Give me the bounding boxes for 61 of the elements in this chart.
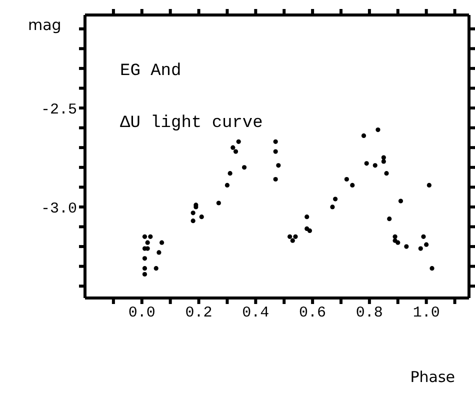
- point: [364, 161, 369, 166]
- point: [330, 204, 335, 210]
- point: [148, 234, 153, 239]
- point: [154, 266, 158, 271]
- point: [350, 182, 355, 188]
- point: [160, 240, 164, 245]
- point: [344, 176, 349, 182]
- point: [230, 145, 236, 150]
- point: [384, 171, 389, 176]
- y-tick-label: -2.5: [40, 101, 77, 118]
- point: [216, 200, 221, 206]
- point: [333, 196, 338, 202]
- point: [142, 234, 148, 239]
- x-tick-label: 0.6: [299, 304, 326, 322]
- point: [430, 266, 434, 271]
- y-tick-label: -3.0: [40, 200, 77, 218]
- point: [236, 139, 241, 144]
- point: [424, 242, 429, 247]
- point: [190, 218, 196, 224]
- point: [290, 238, 295, 243]
- point: [307, 228, 312, 234]
- point: [190, 210, 196, 216]
- point: [199, 214, 204, 220]
- point: [398, 198, 404, 204]
- x-tick-label: 0.8: [356, 304, 383, 322]
- annotation: EG And: [120, 62, 182, 81]
- x-tick-label: 1.0: [412, 304, 440, 322]
- point: [156, 250, 162, 255]
- point: [145, 240, 150, 245]
- point: [304, 214, 310, 220]
- point: [142, 266, 148, 271]
- annotation: ΔU light curve: [120, 114, 263, 133]
- x-tick-label: 0.2: [185, 304, 212, 322]
- point: [276, 163, 281, 168]
- point: [228, 171, 232, 176]
- point: [233, 149, 238, 154]
- point: [418, 246, 423, 251]
- point: [242, 165, 247, 170]
- point: [404, 244, 409, 249]
- point: [273, 176, 278, 182]
- point: [376, 127, 380, 132]
- point: [421, 234, 426, 239]
- point: [288, 234, 292, 239]
- point: [426, 182, 432, 188]
- x-tick-label: 0.4: [242, 304, 270, 322]
- point: [396, 240, 400, 245]
- point: [273, 149, 278, 154]
- point: [361, 133, 366, 138]
- point: [381, 159, 386, 164]
- x-axis-title: Phase: [410, 368, 455, 386]
- x-tick-label: 0.0: [128, 304, 156, 322]
- point: [381, 155, 386, 160]
- point: [142, 256, 148, 261]
- y-axis-title: mag: [28, 16, 62, 34]
- point: [273, 139, 278, 144]
- point: [372, 163, 378, 168]
- point: [387, 216, 392, 222]
- point: [293, 234, 298, 239]
- point: [224, 182, 230, 188]
- point: [392, 234, 398, 239]
- point: [142, 272, 148, 277]
